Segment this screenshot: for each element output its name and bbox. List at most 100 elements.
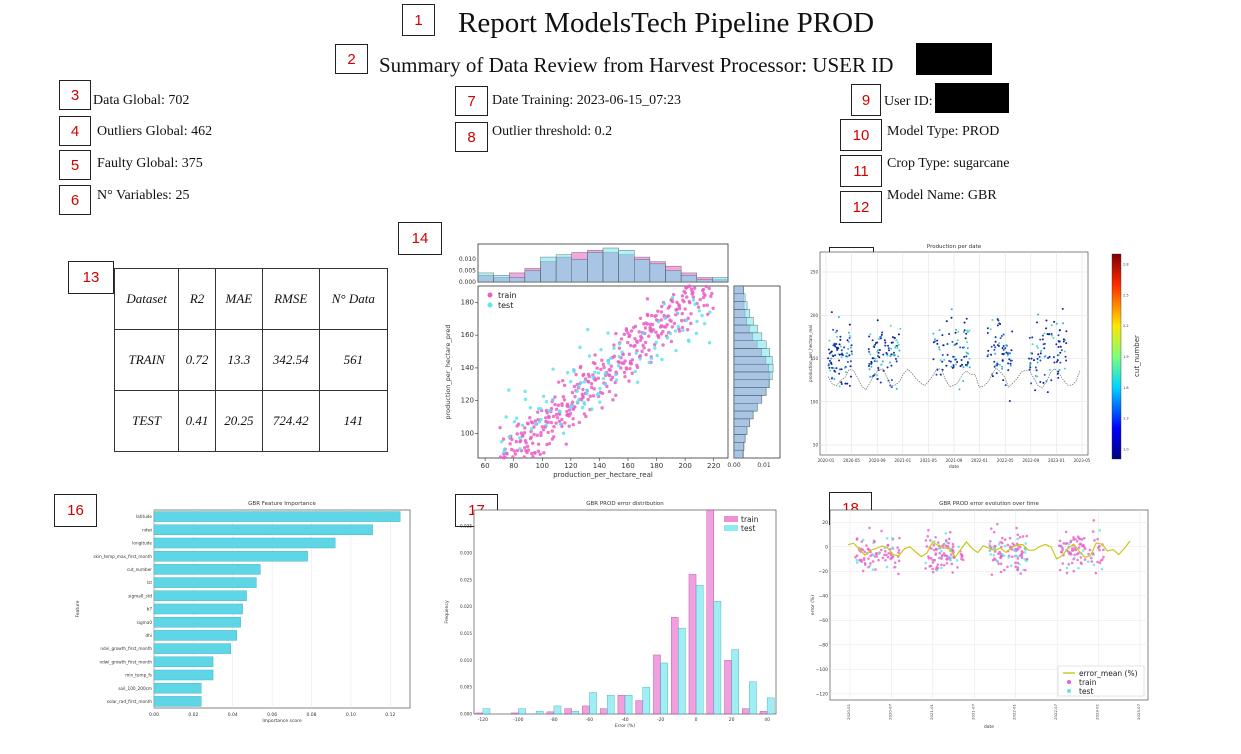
- x-tick-label: 2023-01: [1048, 458, 1065, 463]
- scatter-point: [879, 337, 882, 340]
- scatter-point: [837, 316, 840, 319]
- scatter-point: [1044, 355, 1047, 358]
- scatter-point: [861, 569, 865, 573]
- scatter-point: [591, 394, 596, 398]
- scatter-point: [950, 562, 954, 566]
- scatter-point: [887, 347, 890, 350]
- scatter-point: [948, 333, 951, 336]
- legend-label: train: [741, 515, 759, 524]
- scatter-point: [999, 337, 1002, 340]
- scatter-point: [847, 331, 850, 334]
- scatter-point: [1013, 547, 1016, 551]
- scatter-point: [1009, 564, 1013, 568]
- scatter-point: [1063, 350, 1066, 353]
- scatter-point: [860, 558, 863, 562]
- scatter-point: [1098, 548, 1101, 552]
- scatter-point: [600, 391, 605, 396]
- scatter-point: [669, 319, 673, 323]
- scatter-point: [854, 555, 857, 559]
- scatter-point: [874, 343, 877, 346]
- scatter-point: [938, 346, 941, 349]
- scatter-point: [654, 340, 659, 345]
- scatter-point: [963, 355, 966, 358]
- scatter-point: [959, 365, 962, 368]
- x-tick-label: 120: [564, 462, 577, 470]
- scatter-point: [855, 554, 859, 557]
- scatter-point: [830, 350, 833, 353]
- scatter-point: [568, 379, 573, 384]
- scatter-point: [518, 440, 522, 444]
- scatter-point: [665, 336, 670, 340]
- scatter-point: [684, 318, 689, 322]
- scatter-point: [945, 558, 949, 561]
- scatter-point: [850, 344, 853, 347]
- scatter-point: [965, 351, 968, 354]
- scatter-point: [603, 382, 608, 386]
- scatter-point: [607, 373, 612, 378]
- scatter-point: [889, 324, 892, 327]
- scatter-point: [925, 545, 929, 548]
- scatter-point: [1004, 347, 1007, 350]
- scatter-point: [579, 398, 584, 402]
- scatter-point: [648, 325, 652, 330]
- scatter-point: [835, 343, 838, 346]
- scatter-point: [533, 422, 538, 426]
- top-hist-bar: [587, 252, 604, 283]
- scatter-point: [1040, 350, 1043, 353]
- test-bar: [553, 705, 562, 715]
- scatter-point: [962, 379, 965, 382]
- scatter-point: [1025, 534, 1029, 538]
- right-hist-bar: [733, 449, 744, 459]
- scatter-point: [504, 415, 508, 419]
- scatter-point: [840, 368, 843, 371]
- scatter-point: [1010, 349, 1013, 352]
- top-hist-tick-label: 0.005: [459, 268, 476, 275]
- x-tick-label: 0.10: [346, 712, 356, 718]
- scatter-point: [897, 572, 900, 576]
- test-bar: [642, 686, 651, 715]
- scatter-point: [951, 340, 954, 343]
- scatter-point: [955, 559, 959, 562]
- top-hist-bar: [634, 259, 651, 283]
- scatter-point: [890, 347, 893, 350]
- scatter-point: [554, 421, 558, 425]
- scatter-point: [950, 556, 953, 559]
- scatter-point: [1001, 365, 1004, 368]
- scatter-point: [677, 327, 681, 331]
- scatter-point: [1089, 556, 1093, 560]
- scatter-point: [954, 358, 957, 361]
- scatter-point: [673, 329, 678, 333]
- scatter-point: [512, 449, 516, 453]
- scatter-point: [1017, 562, 1021, 566]
- scatter-point: [570, 390, 575, 395]
- x-tick-label: 2022-09: [1022, 458, 1039, 463]
- scatter-point: [544, 409, 549, 413]
- scatter-point: [962, 558, 965, 562]
- scatter-point: [827, 348, 830, 351]
- scatter-point: [1025, 559, 1028, 563]
- scatter-point: [1083, 545, 1086, 549]
- right-hist-tick-label: 0.01: [757, 462, 771, 469]
- scatter-point: [1050, 379, 1053, 382]
- user-id: User ID:: [884, 94, 933, 109]
- y-tick-label: 0.010: [460, 658, 472, 663]
- scatter-point: [946, 545, 950, 548]
- scatter-point: [1024, 548, 1027, 552]
- scatter-point: [952, 364, 955, 367]
- scatter-point: [1073, 553, 1076, 557]
- scatter-point: [968, 366, 971, 369]
- scatter-point: [939, 373, 942, 376]
- scatter-point: [642, 346, 646, 350]
- scatter-point: [1064, 355, 1067, 358]
- scatter-point: [941, 544, 944, 547]
- scatter-point: [990, 573, 994, 576]
- scatter-point: [536, 406, 541, 411]
- top-hist-bar: [665, 270, 682, 283]
- y-tick-label: 0.020: [460, 604, 472, 609]
- scatter-point: [1082, 543, 1085, 547]
- scatter-point: [1003, 544, 1007, 548]
- scatter-point: [1065, 571, 1069, 575]
- test-bar: [607, 695, 615, 715]
- error-mean-line: [847, 540, 1131, 560]
- scatter-point: [924, 567, 927, 570]
